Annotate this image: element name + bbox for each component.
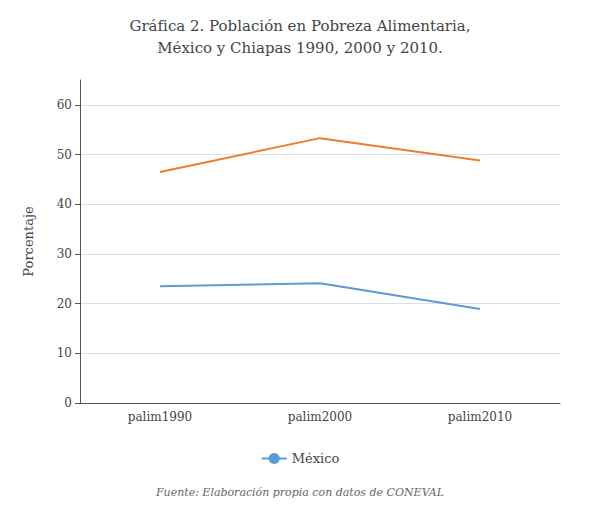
svg-text:50: 50 [57, 148, 72, 162]
svg-text:40: 40 [57, 197, 72, 211]
svg-text:60: 60 [57, 98, 72, 112]
svg-text:Fuente: Elaboración propia con: Fuente: Elaboración propia con datos de … [155, 486, 444, 499]
svg-text:20: 20 [57, 297, 72, 311]
svg-text:Porcentaje: Porcentaje [21, 206, 36, 277]
svg-text:30: 30 [57, 247, 72, 261]
svg-text:0: 0 [64, 396, 72, 410]
svg-text:palim2010: palim2010 [448, 410, 512, 424]
svg-text:palim2000: palim2000 [288, 410, 352, 424]
svg-text:10: 10 [57, 346, 72, 360]
svg-text:palim1990: palim1990 [128, 410, 192, 424]
svg-text:México: México [292, 451, 340, 466]
svg-text:Gráfica 2. Población en Pobrez: Gráfica 2. Población en Pobreza Alimenta… [129, 17, 470, 35]
svg-text:México y Chiapas 1990, 2000 y: México y Chiapas 1990, 2000 y 2010. [157, 39, 443, 57]
